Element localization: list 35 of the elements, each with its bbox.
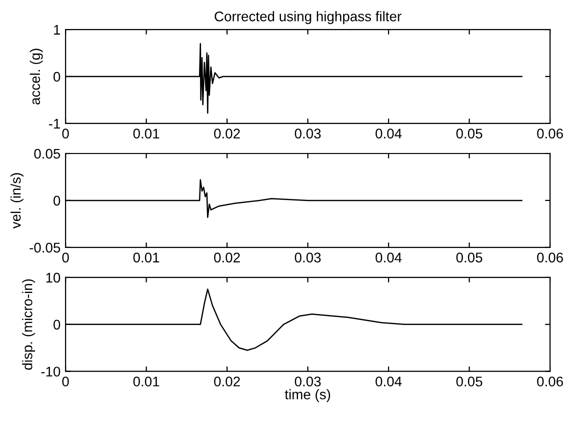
y-tick-label: 1 [54, 25, 60, 35]
x-tick-label: 0.02 [214, 252, 240, 262]
x-tick-label: 0.01 [133, 128, 160, 139]
y-tick-label: 0.05 [34, 148, 60, 159]
x-tick-label: 0.05 [456, 128, 482, 139]
y-axis-title: disp. (micro-in) [22, 279, 36, 370]
y-tick-label: -10 [41, 366, 60, 377]
x-tick-label: 0.06 [537, 128, 563, 139]
x-tick-label: 0.03 [294, 376, 321, 386]
y-tick-label: 0 [54, 320, 60, 330]
y-tick-label: 0 [54, 72, 60, 82]
y-axis-title: accel. (g) [30, 48, 43, 104]
x-axis-title: time (s) [284, 389, 330, 402]
y-tick-label: 10 [46, 272, 60, 283]
x-tick-label: 0.02 [214, 376, 240, 386]
y-tick-label: -0.05 [30, 242, 60, 253]
x-tick-label: 0 [62, 376, 69, 386]
x-tick-label: 0 [62, 252, 69, 262]
x-tick-label: 0.03 [294, 252, 321, 262]
y-tick-label: 0 [54, 196, 60, 206]
x-tick-label: 0.04 [376, 128, 402, 139]
x-tick-label: 0.04 [376, 376, 402, 386]
y-axis-title: vel. (in/s) [10, 173, 24, 229]
x-tick-label: 0.01 [133, 252, 160, 262]
y-tick-label: -1 [48, 118, 60, 128]
x-tick-label: 0.01 [133, 376, 160, 386]
x-tick-label: 0.03 [294, 128, 321, 139]
x-tick-label: 0.04 [376, 252, 402, 262]
x-tick-label: 0.06 [537, 376, 563, 386]
x-tick-label: 0.05 [456, 376, 482, 386]
x-tick-label: 0.05 [456, 252, 482, 262]
chart-title: Corrected using highpass filter [214, 11, 402, 24]
x-tick-label: 0.02 [214, 128, 240, 139]
x-tick-label: 0 [62, 128, 69, 139]
x-tick-label: 0.06 [537, 252, 563, 262]
